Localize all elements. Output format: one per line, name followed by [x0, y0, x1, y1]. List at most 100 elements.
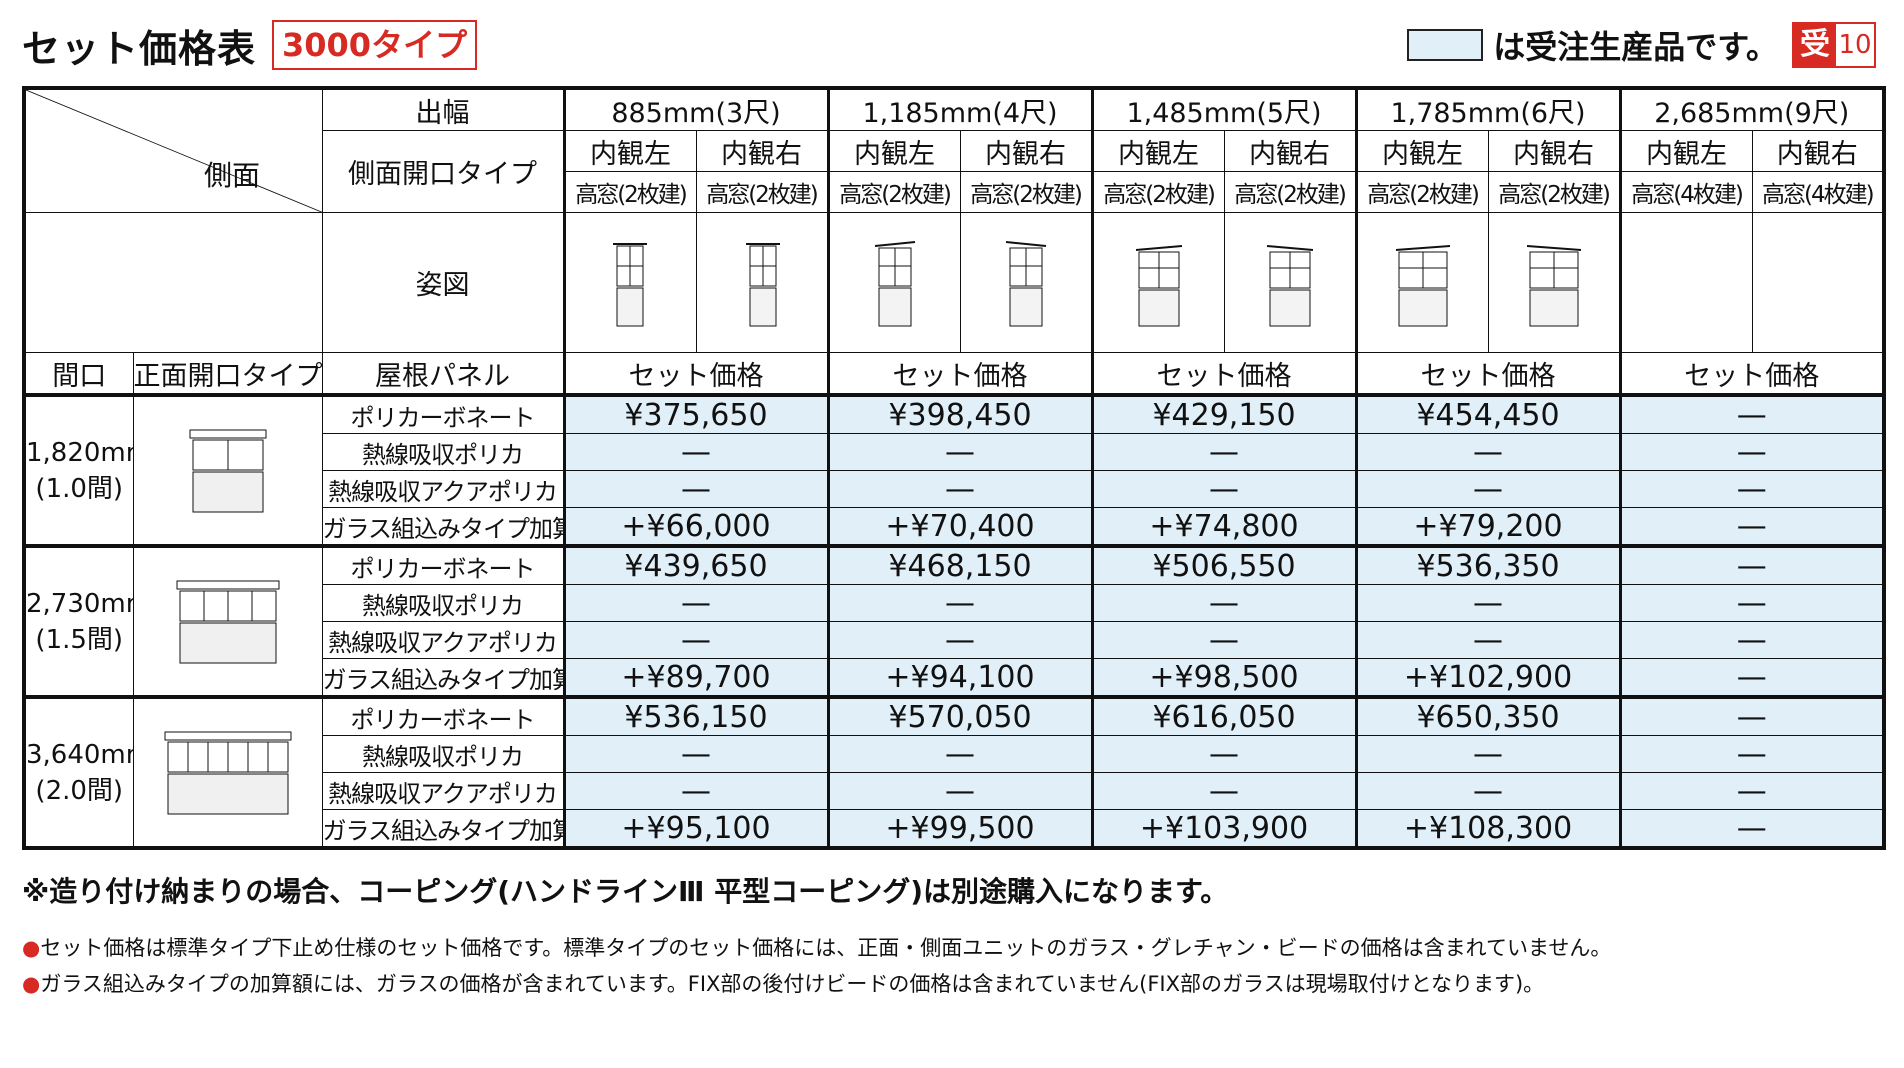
window-type: 高窓(2枚建) — [562, 171, 697, 213]
price-row: 熱線吸収ポリカ — — — — — — [24, 433, 1885, 471]
price-cell: ¥536,150 — [562, 695, 829, 736]
price-cell: +¥108,300 — [1354, 809, 1621, 849]
legend-swatch — [1407, 29, 1484, 61]
price-header: セット価格 — [562, 352, 829, 396]
price-row: ガラス組込みタイプ加算額+¥95,100+¥99,500+¥103,900+¥1… — [24, 809, 1885, 849]
side-unit-figure — [1526, 244, 1581, 326]
order-badge: 受 10 — [1792, 22, 1876, 68]
side-figure-cell — [695, 212, 829, 353]
roof-panel-name: 熱線吸収ポリカ — [321, 584, 565, 622]
price-header: セット価格 — [826, 352, 1093, 396]
price-cell: — — [1354, 772, 1621, 810]
window-type: 高窓(2枚建) — [1223, 171, 1357, 213]
view-left: 内観左 — [1618, 130, 1753, 172]
front-figure-cell — [132, 695, 323, 849]
view-left: 内観左 — [826, 130, 961, 172]
side-unit-figure — [1135, 244, 1182, 326]
side-unit-figure — [1266, 244, 1313, 326]
price-cell: — — [826, 470, 1093, 508]
price-row: 熱線吸収アクアポリカ — — — — — — [24, 772, 1885, 810]
corner-side-label: 側面 — [204, 159, 261, 192]
price-cell: — — [1618, 584, 1885, 622]
price-cell: — — [1354, 735, 1621, 773]
roof-panel-name: ポリカーボネート — [321, 393, 565, 434]
side-figure-cell — [1223, 212, 1357, 353]
price-cell: ¥429,150 — [1090, 393, 1357, 434]
roof-panel-name: ポリカーボネート — [321, 695, 565, 736]
order-badge-num: 10 — [1836, 24, 1874, 66]
price-row: 1,820mm (1.0間) ポリカーボネート¥375,650¥398,450¥42… — [23, 393, 1885, 547]
price-cell: +¥74,800 — [1090, 507, 1357, 547]
side-figure-cell — [1487, 212, 1621, 353]
price-cell: ¥398,450 — [826, 393, 1093, 434]
roof-panel-name: ガラス組込みタイプ加算額 — [321, 507, 565, 547]
corner-filler — [23, 212, 323, 353]
price-cell: — — [1090, 735, 1357, 773]
column-width: 1,185mm(4尺) — [826, 87, 1093, 131]
bullet-dot: ● — [22, 936, 41, 960]
price-cell: +¥103,900 — [1090, 809, 1357, 849]
front-figure-cell — [132, 544, 323, 698]
view-right: 内観右 — [1751, 130, 1885, 172]
roof-panel-name: 熱線吸収アクアポリカ — [321, 621, 565, 659]
price-cell: — — [826, 735, 1093, 773]
legend-text: は受注生産品です。 — [1493, 28, 1778, 66]
price-cell: +¥94,100 — [826, 658, 1093, 698]
window-type: 高窓(2枚建) — [1354, 171, 1489, 213]
frontage-cell: 1,820mm (1.0間) — [23, 393, 134, 547]
type-label-badge: 3000タイプ — [272, 20, 478, 70]
price-header: セット価格 — [1618, 352, 1885, 396]
price-cell: +¥89,700 — [562, 658, 829, 698]
page-title: セット価格表 — [22, 27, 257, 71]
price-cell: — — [1618, 735, 1885, 773]
legend: は受注生産品です。 受 10 — [1407, 22, 1876, 68]
price-cell: ¥650,350 — [1354, 695, 1621, 736]
note-bullet: ●ガラス組込みタイプの加算額には、ガラスの価格が含まれています。FIX部の後付け… — [22, 968, 1544, 998]
price-cell: — — [562, 772, 829, 810]
price-header: セット価格 — [1354, 352, 1621, 396]
front-unit-figure — [164, 731, 291, 814]
frontage-ken: (2.0間) — [35, 775, 124, 806]
note-bullet: ●セット価格は標準タイプ下止め仕様のセット価格です。標準タイプのセット価格には、… — [22, 932, 1611, 962]
price-cell: — — [1090, 433, 1357, 471]
price-row: 熱線吸収アクアポリカ — — — — — — [24, 621, 1885, 659]
price-row: 熱線吸収アクアポリカ — — — — — — [24, 470, 1885, 508]
price-cell: — — [562, 433, 829, 471]
price-cell: ¥468,150 — [826, 544, 1093, 585]
price-cell: — — [1618, 433, 1885, 471]
price-cell: +¥66,000 — [562, 507, 829, 547]
side-unit-figure — [874, 240, 915, 326]
view-right: 内観右 — [1223, 130, 1357, 172]
price-cell: — — [562, 584, 829, 622]
price-cell: ¥536,350 — [1354, 544, 1621, 585]
price-cell: — — [1354, 433, 1621, 471]
frontage-ken: (1.5間) — [35, 624, 124, 655]
side-unit-figure — [1005, 240, 1046, 326]
price-cell: — — [1618, 772, 1885, 810]
corner-header: 側面 正面 — [23, 87, 323, 213]
front-figure-cell — [132, 393, 323, 547]
price-cell: — — [1618, 507, 1885, 547]
window-type: 高窓(2枚建) — [1487, 171, 1621, 213]
price-cell: — — [826, 584, 1093, 622]
price-cell: — — [1618, 544, 1885, 585]
window-type: 高窓(4枚建) — [1618, 171, 1753, 213]
view-right: 内観右 — [695, 130, 829, 172]
price-cell: — — [1354, 470, 1621, 508]
frontage-mm: 3,640mm — [26, 739, 132, 770]
price-cell: — — [1618, 393, 1885, 434]
price-cell: — — [1618, 658, 1885, 698]
roof-panel-name: 熱線吸収ポリカ — [321, 433, 565, 471]
window-type: 高窓(2枚建) — [1090, 171, 1225, 213]
price-row: ガラス組込みタイプ加算額+¥89,700+¥94,100+¥98,500+¥10… — [24, 658, 1885, 698]
side-figure-cell — [826, 212, 961, 353]
price-cell: ¥454,450 — [1354, 393, 1621, 434]
roof-panel-name: 熱線吸収アクアポリカ — [321, 470, 565, 508]
window-type: 高窓(4枚建) — [1751, 171, 1885, 213]
frontage-cell: 2,730mm (1.5間) — [23, 544, 134, 698]
price-header: セット価格 — [1090, 352, 1357, 396]
price-row: 2,730mm (1.5間) ポリカーボネート¥439,650¥468,150¥50… — [23, 544, 1885, 698]
side-figure-cell — [959, 212, 1093, 353]
roof-panel-name: ポリカーボネート — [321, 544, 565, 585]
price-cell: — — [1090, 621, 1357, 659]
